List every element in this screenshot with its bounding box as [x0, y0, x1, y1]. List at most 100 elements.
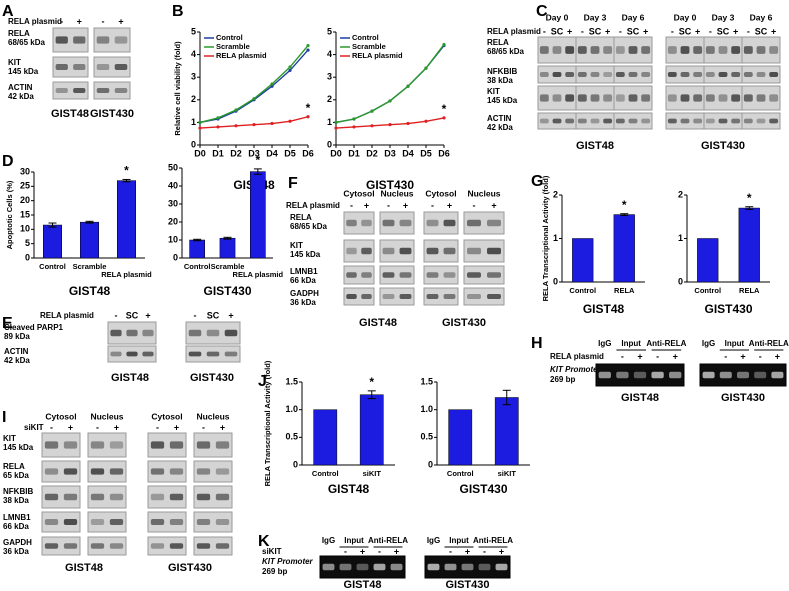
protein-size: 68/65 kDa [8, 38, 45, 47]
band [399, 219, 412, 227]
lane-label: + [605, 26, 610, 36]
bar [219, 237, 236, 259]
fraction-label: Nucleus [90, 411, 123, 421]
group-label: Anti-RELA [646, 339, 686, 348]
band [641, 94, 651, 102]
protein-label: ACTIN [4, 347, 29, 356]
point [424, 119, 428, 123]
blot [423, 265, 459, 285]
band [628, 94, 638, 102]
band [90, 543, 105, 549]
y-tick-label: 10 [20, 224, 30, 234]
lane-label: + [637, 351, 642, 361]
lane-label: + [114, 422, 119, 432]
lane-label: SC [717, 26, 730, 36]
lane-label: - [344, 546, 347, 556]
blot [93, 56, 131, 78]
lane-label: + [145, 310, 150, 320]
bar [43, 224, 62, 259]
band [467, 293, 481, 300]
band [96, 64, 110, 70]
point [442, 42, 446, 47]
band [63, 519, 78, 525]
band [346, 293, 357, 300]
protein-size: 38 kDa [3, 496, 29, 505]
treatment-label: RELA plasmid [8, 17, 62, 26]
legend-label: RELA plasmid [216, 51, 267, 60]
band [615, 118, 625, 124]
band [736, 371, 750, 379]
cell-line-label: GIST48 [344, 579, 382, 591]
band [126, 351, 138, 357]
band [44, 468, 59, 475]
x-tick-label: D5 [284, 148, 296, 158]
band [577, 94, 587, 102]
band [426, 219, 439, 227]
band [96, 87, 110, 94]
protein-size: 66 kDa [290, 276, 316, 285]
group-label: Input [449, 536, 469, 545]
band [539, 46, 549, 54]
band [73, 87, 86, 94]
lane-label: - [50, 422, 53, 432]
band [188, 329, 202, 337]
fraction-label: Cytosol [343, 188, 374, 198]
band [443, 247, 456, 255]
blot [741, 65, 781, 84]
y-tick-label: 40 [168, 180, 178, 190]
blot [379, 211, 415, 235]
point [442, 116, 446, 120]
y-tick-label: 20 [168, 216, 178, 226]
y-tick-label: 5 [191, 26, 196, 36]
y-tick-label: 1 [327, 117, 332, 127]
point [352, 125, 356, 129]
band [109, 543, 124, 549]
lane-label: + [733, 26, 738, 36]
band [552, 118, 562, 124]
y-tick-label: 1.0 [420, 404, 433, 414]
x-tick-label: D4 [402, 148, 414, 158]
band [206, 329, 220, 337]
blot [41, 536, 81, 556]
point [198, 120, 202, 124]
band [346, 219, 357, 227]
band [603, 46, 613, 54]
band [598, 371, 611, 379]
y-tick-label: 50 [168, 162, 178, 172]
band [590, 118, 600, 124]
panel-letter: C [536, 3, 548, 20]
lane-label: - [621, 351, 624, 361]
lane-label: + [364, 200, 369, 210]
band [443, 293, 456, 300]
protein-label: RELA [3, 462, 25, 471]
bar [448, 409, 473, 466]
lane-label: + [77, 16, 82, 26]
x-tick-label: Scramble [211, 262, 245, 271]
fraction-label: Cytosol [151, 411, 182, 421]
blot [87, 536, 127, 556]
point [198, 126, 202, 130]
band [339, 563, 352, 571]
significance-mark: * [306, 101, 311, 115]
band [603, 71, 613, 78]
blot [343, 211, 375, 235]
blot [343, 287, 375, 306]
blot [93, 81, 131, 100]
band [188, 351, 202, 357]
y-tick-label: 15 [20, 209, 30, 219]
blot [87, 460, 127, 483]
protein-label: GAPDH [3, 538, 32, 547]
x-tick-label: D2 [366, 148, 378, 158]
band [552, 46, 562, 54]
significance-mark: * [442, 102, 447, 116]
band [478, 563, 491, 571]
lane-label: - [473, 200, 476, 210]
band [150, 519, 165, 525]
band [731, 118, 741, 124]
bar [313, 409, 338, 466]
day-label: Day 3 [712, 12, 735, 22]
y-tick-label: 0 [293, 459, 298, 469]
blot [41, 485, 81, 509]
band [565, 94, 575, 102]
band [55, 64, 68, 70]
